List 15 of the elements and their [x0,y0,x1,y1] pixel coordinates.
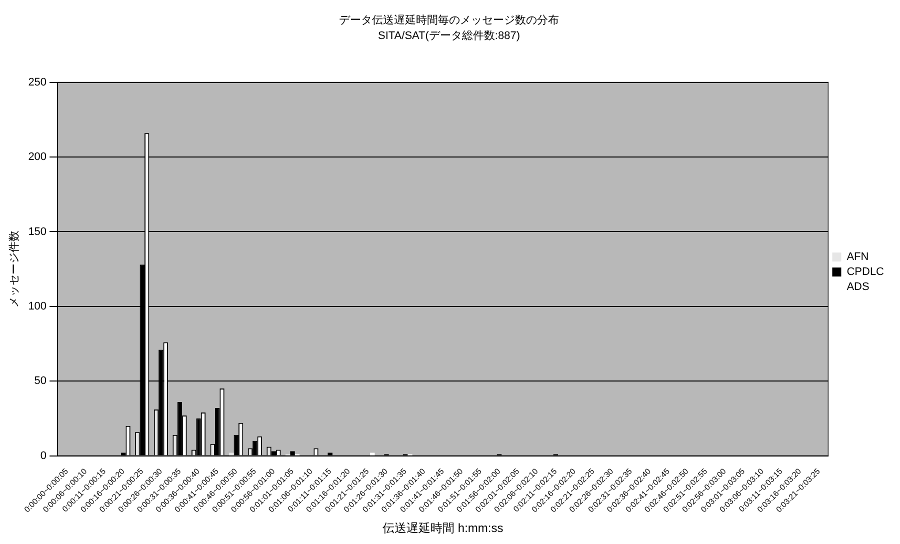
bar [370,452,375,456]
x-axis-title: 伝送遅延時間 h:mm:ss [382,521,504,536]
legend-label: AFN [846,251,869,264]
y-tick-label: 150 [28,226,47,238]
y-tick-label: 0 [40,450,47,462]
text: ADS [846,281,870,294]
legend-label: CPDLC [846,266,884,278]
y-axis-title: メッセージ件数 [8,230,21,308]
chart-title: データ伝送遅延時間毎のメッセージ数の分布 [339,14,559,27]
y-tick-label: 100 [28,300,47,312]
bar [229,452,234,456]
y-tick-label: 50 [34,375,47,388]
y-tick-label: 200 [28,151,47,164]
y-tick-label: 250 [28,76,47,88]
chart-subtitle: SITA/SAT(データ総件数:887) [378,30,520,42]
